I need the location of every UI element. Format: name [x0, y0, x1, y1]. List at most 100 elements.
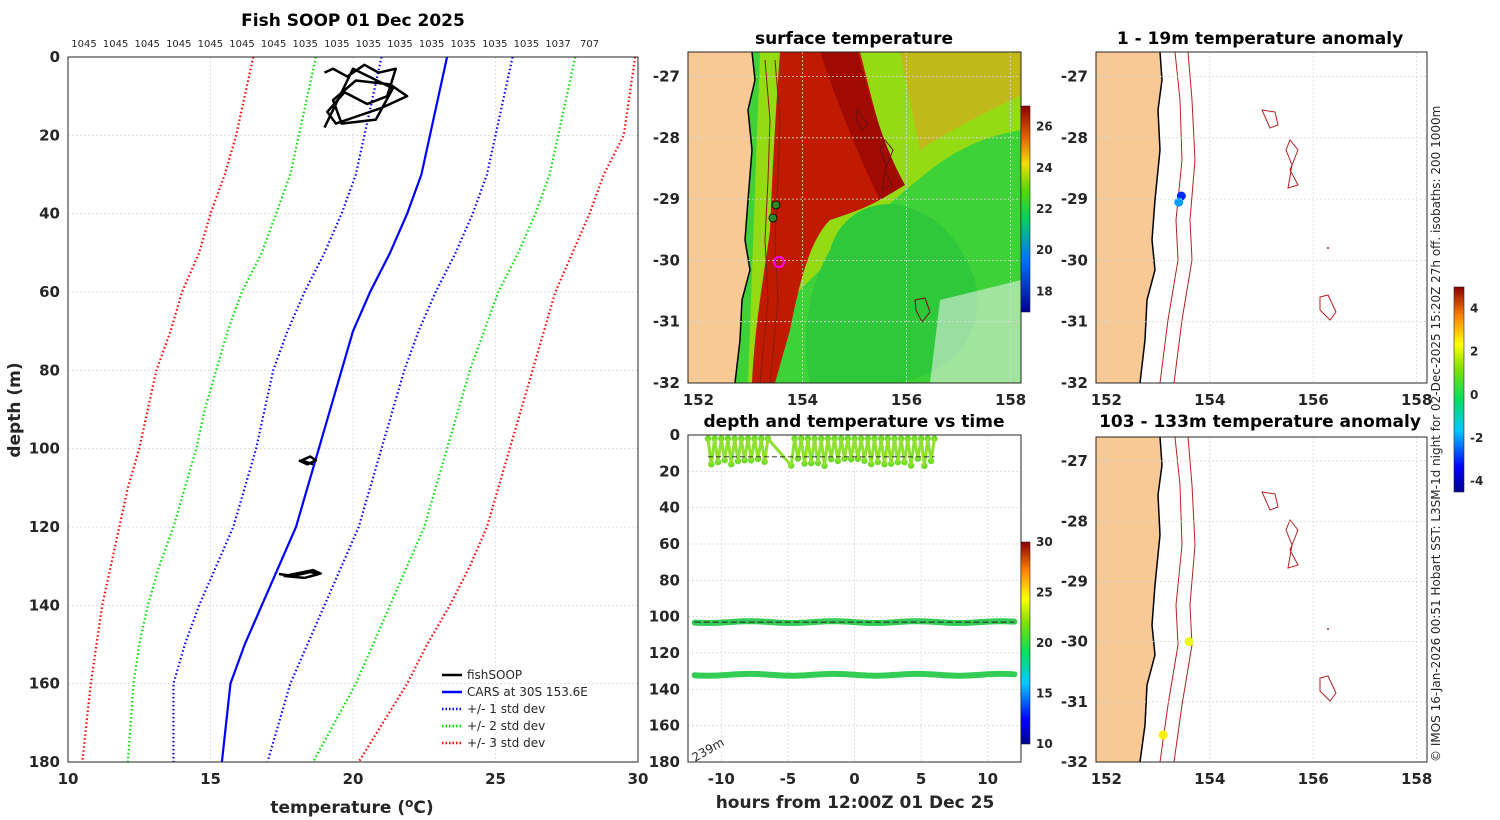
series-line — [173, 57, 381, 762]
lat-tick-label: -29 — [1061, 572, 1088, 590]
lat-tick-label: -30 — [653, 251, 680, 269]
hour-tick-label: 10 — [977, 770, 998, 788]
depth-tick-label: 60 — [659, 535, 680, 553]
source-note: © IMOS 16-Jan-2026 00:51 Hobart SST: L3S… — [1429, 106, 1443, 762]
lon-tick-label: 152 — [1091, 770, 1122, 788]
lon-tick-label: 158 — [995, 391, 1026, 409]
lat-tick-label: -30 — [1061, 633, 1088, 651]
figure-canvas: Fish SOOP 01 Dec 2025 1045 1045 1045 1045 10… — [0, 0, 1500, 820]
anomaly-colorbar-ticks: 4 2 0 -2 -4 — [1470, 302, 1483, 489]
legend-fishsoop: fishSOOP — [467, 668, 522, 682]
lon-tick-label: 154 — [1194, 770, 1225, 788]
lon-tick-label: 158 — [1401, 770, 1432, 788]
ytick-label: 140 — [29, 596, 60, 614]
series-line — [313, 57, 575, 762]
profile-xlabel: temperature (oC) — [270, 796, 433, 818]
cast-count-label: 1045 — [261, 39, 286, 50]
sst-colorbar-ticks: 18 20 22 24 26 — [1036, 120, 1053, 299]
lat-tick-label: -27 — [1061, 68, 1088, 86]
profile-title: Fish SOOP 01 Dec 2025 — [241, 11, 465, 31]
hour-tick-label: 5 — [916, 770, 926, 788]
timeseries-colorbar-label: 25 — [1036, 586, 1053, 600]
anomaly-colorbar-label: -4 — [1470, 474, 1483, 488]
timeseries-xlabel: hours from 12:00Z 01 Dec 25 — [716, 793, 995, 813]
ytick-label: 160 — [29, 675, 60, 693]
timeseries-colorbar-label: 15 — [1036, 687, 1053, 701]
lon-tick-label: 156 — [1298, 391, 1329, 409]
depth-tick-label: 80 — [659, 571, 680, 589]
cast-count-label: 1035 — [450, 39, 475, 50]
hour-tick-label: -10 — [708, 770, 735, 788]
lat-tick-label: -30 — [1061, 251, 1088, 269]
xtick-label: 25 — [485, 770, 506, 788]
series-line — [128, 57, 316, 762]
legend-cars: CARS at 30S 153.6E — [467, 685, 588, 699]
anomaly-deep-point — [1159, 730, 1168, 739]
timeseries-colorbar-label: 30 — [1036, 535, 1053, 549]
ytick-label: 80 — [39, 361, 60, 379]
lon-tick-label: 154 — [787, 391, 818, 409]
cast-count-label: 1035 — [292, 39, 317, 50]
timeseries-panel: depth and temperature vs time 0204060801… — [649, 412, 1053, 813]
lat-tick-label: -31 — [1061, 693, 1088, 711]
timeseries-colorbar-label: 10 — [1036, 737, 1053, 751]
anomaly-colorbar-label: 4 — [1470, 302, 1478, 316]
anomaly-deep-title: 103 - 133m temperature anomaly — [1099, 412, 1421, 432]
cast-count-label: 1045 — [103, 39, 128, 50]
ytick-label: 180 — [29, 753, 60, 771]
series-line — [359, 57, 635, 762]
sst-colorbar-label: 20 — [1036, 243, 1053, 257]
lon-tick-label: 154 — [1194, 391, 1225, 409]
series-line — [268, 57, 513, 762]
lat-tick-label: -32 — [1061, 374, 1088, 392]
depth-tick-label: 120 — [649, 644, 680, 662]
lat-tick-label: -28 — [1061, 129, 1088, 147]
profile-lines — [82, 57, 635, 762]
lat-tick-label: -32 — [653, 374, 680, 392]
cast-count-label: 1045 — [134, 39, 159, 50]
profile-panel: Fish SOOP 01 Dec 2025 1045 1045 1045 1045 10… — [5, 11, 648, 818]
depth-tick-label: 160 — [649, 717, 680, 735]
timeseries-colorbar-label: 20 — [1036, 636, 1053, 650]
sst-colorbar — [1021, 106, 1030, 312]
sst-title: surface temperature — [755, 29, 953, 49]
anomaly-colorbar-label: 2 — [1470, 345, 1478, 359]
anomaly-colorbar-label: -2 — [1470, 431, 1483, 445]
cast-count-label: 1035 — [514, 39, 539, 50]
ytick-label: 40 — [39, 205, 60, 223]
cast-count-label: 1035 — [356, 39, 381, 50]
cast-count-label: 1045 — [229, 39, 254, 50]
cast-count-label: 1045 — [166, 39, 191, 50]
sst-panel: surface temperature 152 154 156 158-27-28-2… — [653, 29, 1053, 409]
profile-legend: fishSOOP CARS at 30S 153.6E +/- 1 std de… — [442, 668, 588, 750]
anomaly-colorbar-label: 0 — [1470, 388, 1478, 402]
bottom-band-trace — [695, 674, 1015, 676]
lon-tick-label: 156 — [891, 391, 922, 409]
lat-tick-label: -31 — [653, 313, 680, 331]
anomaly-colorbar — [1454, 287, 1464, 492]
cast-count-label: 1035 — [419, 39, 444, 50]
sst-colorbar-label: 22 — [1036, 202, 1053, 216]
fishsoop-trace — [299, 457, 316, 465]
anomaly-deep-map — [1096, 437, 1427, 762]
depth-tick-label: 180 — [649, 753, 680, 771]
depth-tick-label: 0 — [670, 426, 680, 444]
lat-tick-label: -27 — [653, 68, 680, 86]
legend-1std: +/- 1 std dev — [467, 702, 545, 716]
sst-colorbar-label: 26 — [1036, 120, 1053, 134]
series-line — [222, 57, 447, 762]
lat-tick-label: -29 — [653, 190, 680, 208]
anomaly-deep-panel: 103 - 133m temperature anomaly 152 154 156… — [1061, 412, 1432, 788]
xtick-label: 15 — [200, 770, 221, 788]
timeseries-ticks: 0 20 40 60 80 100 120 140 160 180 -10 -5 0 5 10 — [649, 426, 998, 788]
legend-3std: +/- 3 std dev — [467, 736, 545, 750]
series-line — [82, 57, 253, 762]
cast-count-label: 1037 — [545, 39, 570, 50]
lat-tick-label: -28 — [1061, 512, 1088, 530]
lat-tick-label: -29 — [1061, 190, 1088, 208]
lat-tick-label: -31 — [1061, 313, 1088, 331]
hour-tick-label: 0 — [849, 770, 859, 788]
anomaly-shallow-map — [1096, 52, 1427, 383]
xtick-label: 10 — [58, 770, 79, 788]
ytick-label: 20 — [39, 126, 60, 144]
